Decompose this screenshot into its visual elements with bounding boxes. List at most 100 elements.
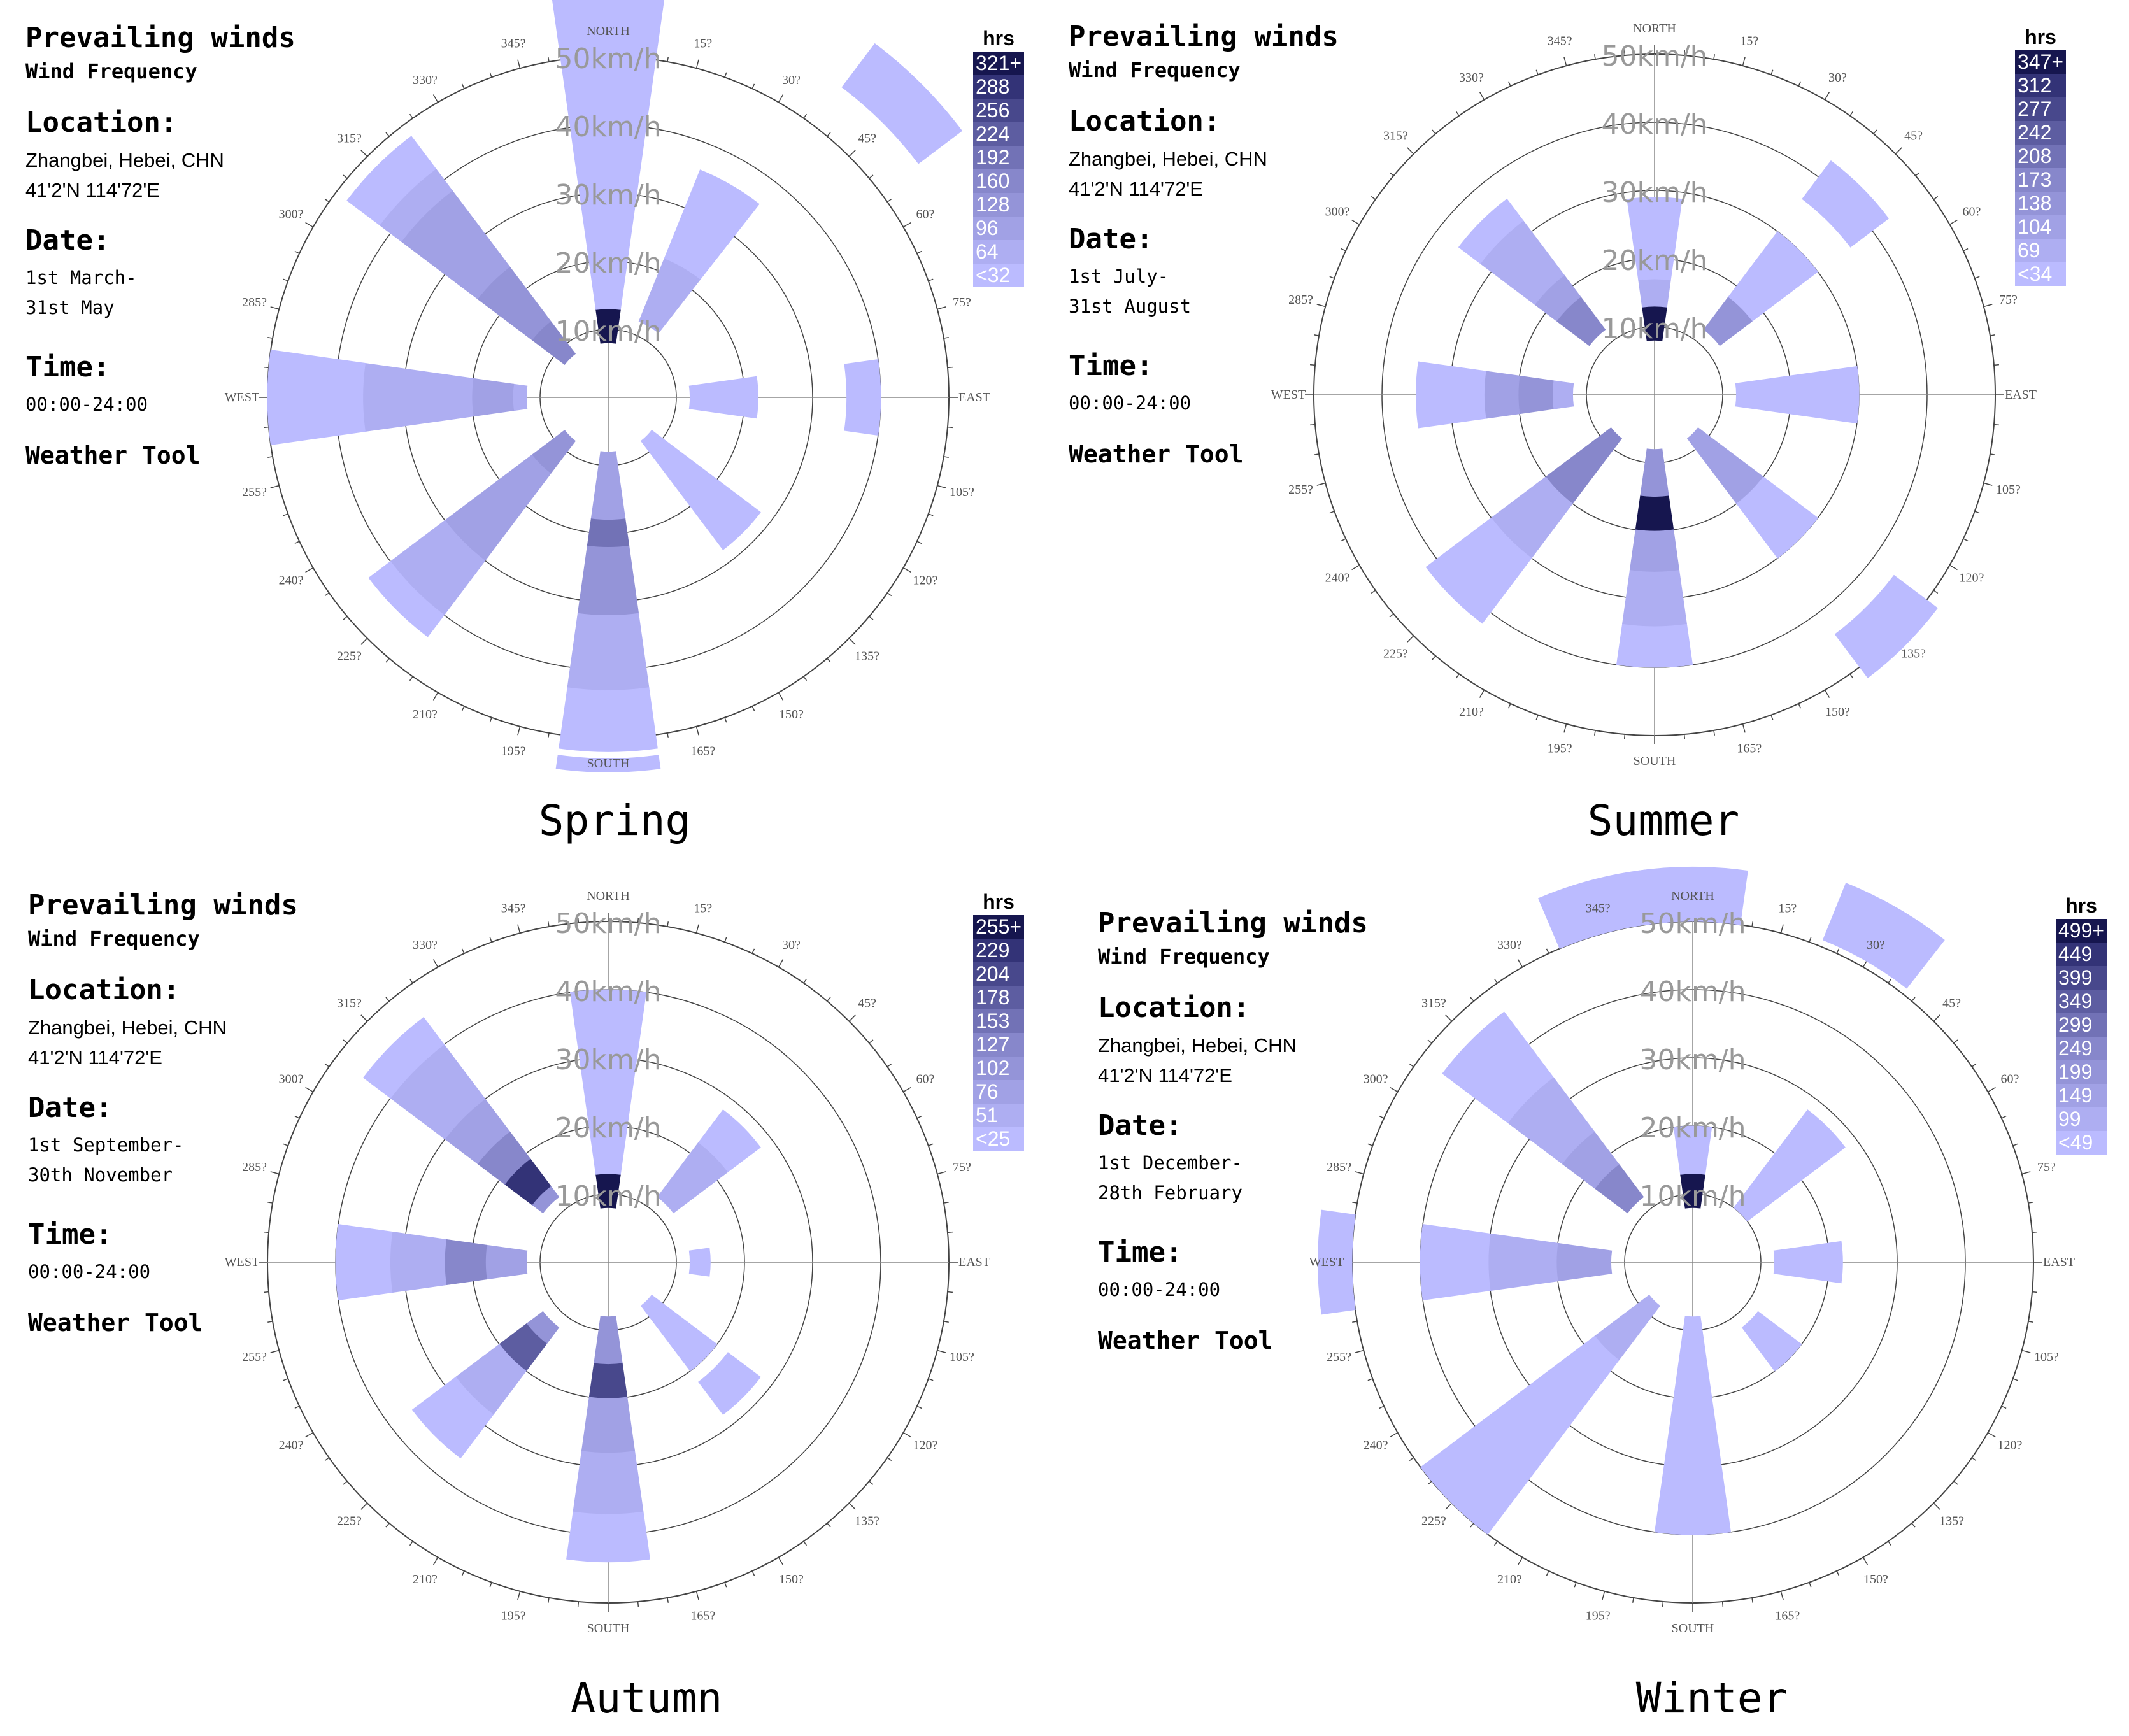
prevailing-winds-title: Prevailing winds	[1069, 20, 1339, 53]
tick-mark	[1974, 511, 1980, 514]
direction-label: 135?	[1901, 647, 1926, 661]
wind-sector-band	[1416, 361, 1486, 429]
speed-label: 10km/h	[555, 315, 661, 348]
wind-rose-chart: NORTH 15? 30? 45? 60? 75? EAST 105? 120? 135? 150?…	[225, 0, 990, 772]
tick-mark	[667, 57, 669, 62]
wind-sector-band	[335, 1223, 393, 1301]
coords-value: 41'2'N 114'72'E	[25, 179, 160, 201]
speed-label: 40km/h	[1601, 108, 1707, 141]
legend-cell: 138	[2015, 192, 2066, 215]
tick-mark	[577, 918, 580, 923]
tick-mark	[848, 1014, 856, 1022]
legend-cell: 76	[973, 1080, 1024, 1104]
direction-label: EAST	[958, 1255, 990, 1269]
tick-mark	[803, 676, 808, 681]
legend-cell: 199	[2056, 1060, 2107, 1084]
tick-mark	[1390, 1086, 1399, 1093]
tick-mark	[1809, 1582, 1812, 1588]
tick-mark	[547, 921, 550, 927]
date-line-2: 30th November	[28, 1164, 173, 1186]
tick-mark	[1470, 997, 1474, 1002]
tick-mark	[1963, 538, 1969, 542]
tick-mark	[848, 150, 856, 157]
tick-mark	[937, 485, 946, 488]
wind-frequency-subtitle: Wind Frequency	[28, 927, 200, 951]
direction-label: 60?	[916, 1072, 935, 1086]
tick-mark	[937, 1171, 946, 1175]
direction-label: SOUTH	[587, 1621, 630, 1635]
tick-mark	[1316, 304, 1326, 308]
wind-sector-band	[1735, 366, 1860, 424]
wind-sector-band	[1442, 1011, 1554, 1123]
legend-cell: 256	[973, 99, 1024, 122]
tick-mark	[1546, 948, 1549, 954]
tick-mark	[2012, 1143, 2018, 1146]
direction-label: 120?	[1998, 1439, 2023, 1453]
date-line-1: 1st July-	[1069, 266, 1169, 287]
wind-sector-band	[569, 989, 647, 1175]
wind-sector-band	[1425, 517, 1532, 624]
wind-sector-band	[552, 0, 665, 310]
tick-mark	[1409, 1457, 1414, 1462]
tick-mark	[1407, 147, 1414, 155]
wind-sector-band	[1822, 883, 1945, 989]
tick-mark	[1862, 1556, 1869, 1565]
tick-mark	[1507, 703, 1511, 709]
tick-mark	[1933, 196, 1939, 200]
tick-mark	[1507, 81, 1511, 87]
tick-mark	[778, 692, 784, 701]
tick-mark	[1770, 715, 1774, 720]
tick-mark	[1742, 723, 1746, 733]
legend-cell: 173	[2015, 168, 2066, 192]
tick-mark	[667, 921, 669, 927]
wind-sector-band	[594, 1316, 623, 1365]
legend-cell: 102	[973, 1057, 1024, 1080]
direction-label: 300?	[279, 208, 304, 222]
tick-mark	[1352, 1321, 1358, 1323]
tick-mark	[724, 72, 727, 78]
speed-label: 40km/h	[555, 976, 661, 1008]
direction-label: 105?	[950, 485, 974, 499]
direction-label: 255?	[1288, 483, 1313, 497]
tick-mark	[943, 1321, 949, 1323]
wind-sector-band	[444, 1239, 487, 1286]
speed-label: 20km/h	[555, 1112, 661, 1144]
tick-mark	[1341, 248, 1346, 252]
legend-cell: 299	[2056, 1013, 2107, 1037]
tick-mark	[305, 567, 314, 573]
tick-mark	[1535, 69, 1539, 75]
direction-label: 240?	[1364, 1439, 1388, 1453]
tick-mark	[778, 94, 784, 103]
tick-mark	[1371, 196, 1376, 200]
direction-label: 60?	[1963, 205, 1981, 219]
wind-sector-band	[1638, 278, 1671, 308]
direction-label: 210?	[413, 1572, 438, 1586]
tick-mark	[637, 918, 639, 923]
tick-mark	[1990, 453, 1995, 456]
tick-mark	[1479, 689, 1485, 698]
tick-mark	[916, 1115, 922, 1119]
tick-mark	[916, 250, 922, 254]
wind-sector-band	[587, 518, 630, 548]
tick-mark	[1455, 673, 1460, 679]
tick-mark	[517, 59, 521, 69]
coords-value: 41'2'N 114'72'E	[1098, 1064, 1232, 1086]
direction-label: 165?	[1775, 1609, 1800, 1623]
legend-cell: 64	[973, 240, 1024, 264]
location-value: Zhangbei, Hebei, CHN	[1069, 148, 1267, 170]
tick-mark	[902, 1432, 911, 1438]
wind-sector-band	[512, 383, 528, 411]
wind-sector-band	[1802, 160, 1890, 248]
legend-cell: 51	[973, 1104, 1024, 1127]
tick-mark	[928, 513, 934, 516]
tick-mark	[385, 132, 390, 137]
direction-label: 285?	[242, 1160, 267, 1174]
direction-label: 345?	[1586, 902, 1611, 916]
tick-mark	[324, 1457, 330, 1462]
tick-mark	[667, 732, 669, 738]
wind-sector-band	[267, 350, 366, 445]
tick-mark	[2012, 1378, 2018, 1381]
legend-cell: 208	[2015, 145, 2066, 168]
tick-mark	[1445, 1502, 1453, 1510]
info-block: Prevailing winds Wind Frequency Location…	[1069, 20, 1349, 468]
